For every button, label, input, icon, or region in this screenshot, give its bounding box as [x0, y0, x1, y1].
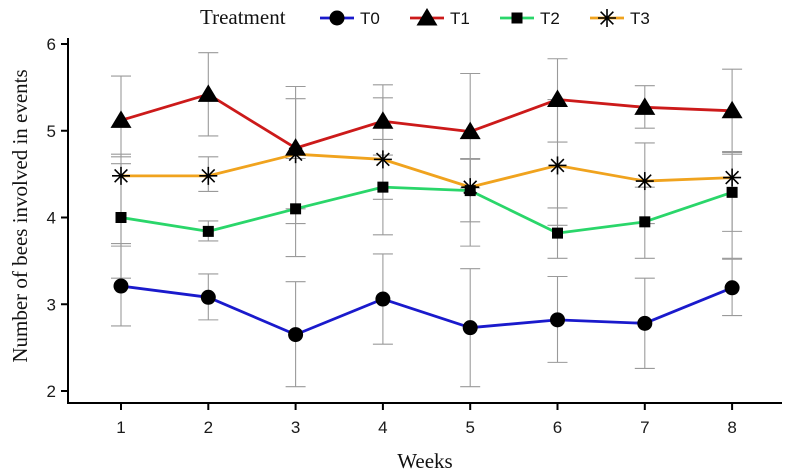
legend: Treatment T0 T1 T2 T3	[200, 5, 650, 29]
y-tick-label: 3	[47, 295, 56, 314]
legend-label: T0	[360, 9, 380, 28]
data-point-t0	[462, 320, 478, 336]
x-axis-title: Weeks	[397, 449, 452, 473]
x-tick-label: 1	[116, 418, 125, 437]
series-lines	[120, 92, 733, 337]
legend-marker-t1	[416, 8, 438, 26]
data-point-t0	[724, 280, 740, 296]
axes	[67, 38, 782, 404]
data-point-t1	[634, 97, 656, 115]
data-point-t0	[550, 312, 565, 328]
x-ticks: 1 2 3 4 5 6 7 8	[116, 403, 737, 437]
data-point-t3	[723, 168, 742, 187]
y-tick-label: 5	[47, 122, 56, 141]
error-bar-t3	[460, 157, 481, 247]
legend-item-t1: T1	[410, 8, 470, 28]
data-point-t3	[112, 166, 130, 185]
data-point-t0	[113, 278, 129, 294]
data-point-t0	[288, 327, 304, 343]
legend-label: T3	[630, 9, 650, 28]
y-ticks: 2 3 4 5 6	[47, 35, 68, 401]
series-line-t2	[120, 185, 733, 235]
legend-label: T1	[450, 9, 470, 28]
data-point-t2	[202, 225, 214, 237]
data-point-t3	[635, 172, 654, 191]
data-point-t1	[110, 110, 132, 128]
data-point-t2	[377, 181, 389, 193]
data-point-t0	[200, 289, 216, 305]
data-point-t3	[461, 178, 480, 197]
data-point-t2	[115, 212, 127, 223]
legend-title: Treatment	[200, 5, 286, 29]
series-line-t1	[120, 92, 733, 150]
x-tick-label: 8	[727, 418, 736, 437]
legend-item-t3: T3	[590, 9, 650, 28]
data-point-t1	[459, 121, 481, 140]
series-markers	[110, 84, 743, 343]
legend-item-t0: T0	[320, 9, 380, 28]
legend-item-t2: T2	[500, 9, 560, 28]
legend-marker-t2	[511, 12, 523, 24]
legend-label: T2	[540, 9, 560, 28]
legend-marker-t0	[329, 10, 345, 26]
x-tick-label: 3	[291, 418, 300, 437]
x-tick-label: 4	[378, 418, 387, 437]
data-point-t2	[552, 227, 563, 239]
legend-marker-t3	[598, 9, 616, 27]
y-tick-label: 2	[47, 382, 56, 401]
x-tick-label: 6	[553, 418, 562, 437]
data-point-t1	[547, 89, 568, 108]
data-point-t1	[197, 84, 219, 102]
data-point-t0	[637, 315, 653, 331]
x-tick-label: 5	[465, 418, 474, 437]
data-point-t3	[373, 150, 392, 169]
series-line-t3	[121, 152, 733, 189]
data-point-t3	[286, 145, 305, 164]
x-tick-label: 7	[640, 418, 649, 437]
data-point-t2	[726, 186, 738, 198]
data-point-t2	[639, 216, 651, 228]
data-point-t3	[199, 166, 218, 185]
y-tick-label: 4	[47, 209, 56, 228]
data-point-t1	[721, 100, 743, 119]
data-point-t1	[372, 111, 394, 129]
data-point-t2	[290, 203, 302, 215]
y-tick-label: 6	[47, 35, 56, 54]
series-line-t0	[120, 284, 733, 337]
data-point-t3	[548, 156, 567, 175]
x-tick-label: 2	[204, 418, 213, 437]
y-axis-title: Number of bees involved in events	[8, 69, 32, 362]
data-point-t0	[375, 291, 391, 307]
